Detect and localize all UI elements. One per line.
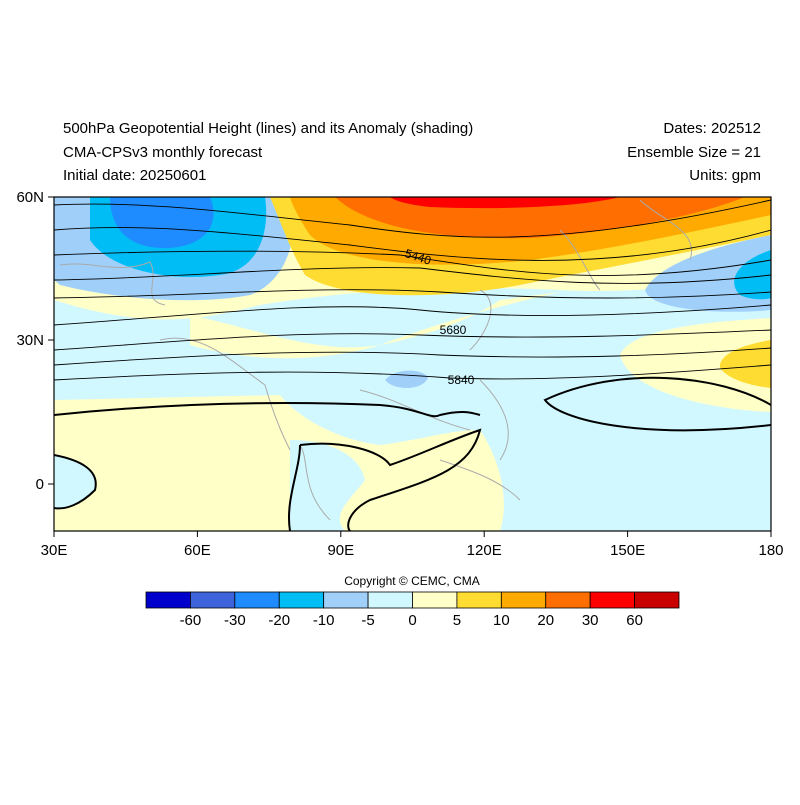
colorbar-label: 30 [582, 612, 599, 629]
colorbar-label: -60 [180, 612, 202, 629]
lat-label: 30N [16, 332, 44, 349]
colorbar-box [456, 591, 502, 609]
colorbar-label: -30 [224, 612, 246, 629]
lon-label: 120E [467, 542, 502, 559]
colorbar-label: -20 [268, 612, 290, 629]
colorbar-label: 0 [408, 612, 416, 629]
lon-label: 60E [184, 542, 211, 559]
initial-date: Initial date: 20250601 [63, 167, 206, 184]
contour-label: 5680 [440, 323, 467, 337]
units: Units: gpm [689, 167, 761, 184]
colorbar-label: -5 [361, 612, 374, 629]
copyright: Copyright © CEMC, CMA [344, 574, 480, 588]
colorbar-label: 20 [537, 612, 554, 629]
lon-label: 30E [41, 542, 68, 559]
colorbar-box [367, 591, 413, 609]
colorbar-box [323, 591, 369, 609]
colorbar-box [412, 591, 458, 609]
colorbar-box [589, 591, 635, 609]
lat-label: 60N [16, 189, 44, 206]
colorbar-box [234, 591, 280, 609]
map-field [54, 197, 771, 531]
contour-label: 5840 [448, 373, 475, 387]
lon-label: 90E [327, 542, 354, 559]
colorbar-box [190, 591, 236, 609]
colorbar-label: -10 [313, 612, 335, 629]
dates: Dates: 202512 [663, 120, 761, 137]
colorbar-label: 10 [493, 612, 510, 629]
colorbar-box [145, 591, 191, 609]
colorbar-label: 5 [453, 612, 461, 629]
map-frame [53, 196, 772, 532]
colorbar-label: 60 [626, 612, 643, 629]
colorbar-box [278, 591, 325, 609]
colorbar-box [545, 591, 591, 609]
lon-label: 180 [758, 542, 783, 559]
lon-label: 150E [610, 542, 645, 559]
colorbar-box [500, 591, 547, 609]
title: 500hPa Geopotential Height (lines) and i… [63, 120, 473, 137]
lat-label: 0 [36, 476, 44, 493]
model: CMA-CPSv3 monthly forecast [63, 144, 263, 161]
colorbar-box [634, 591, 680, 609]
ensemble-size: Ensemble Size = 21 [627, 144, 761, 161]
